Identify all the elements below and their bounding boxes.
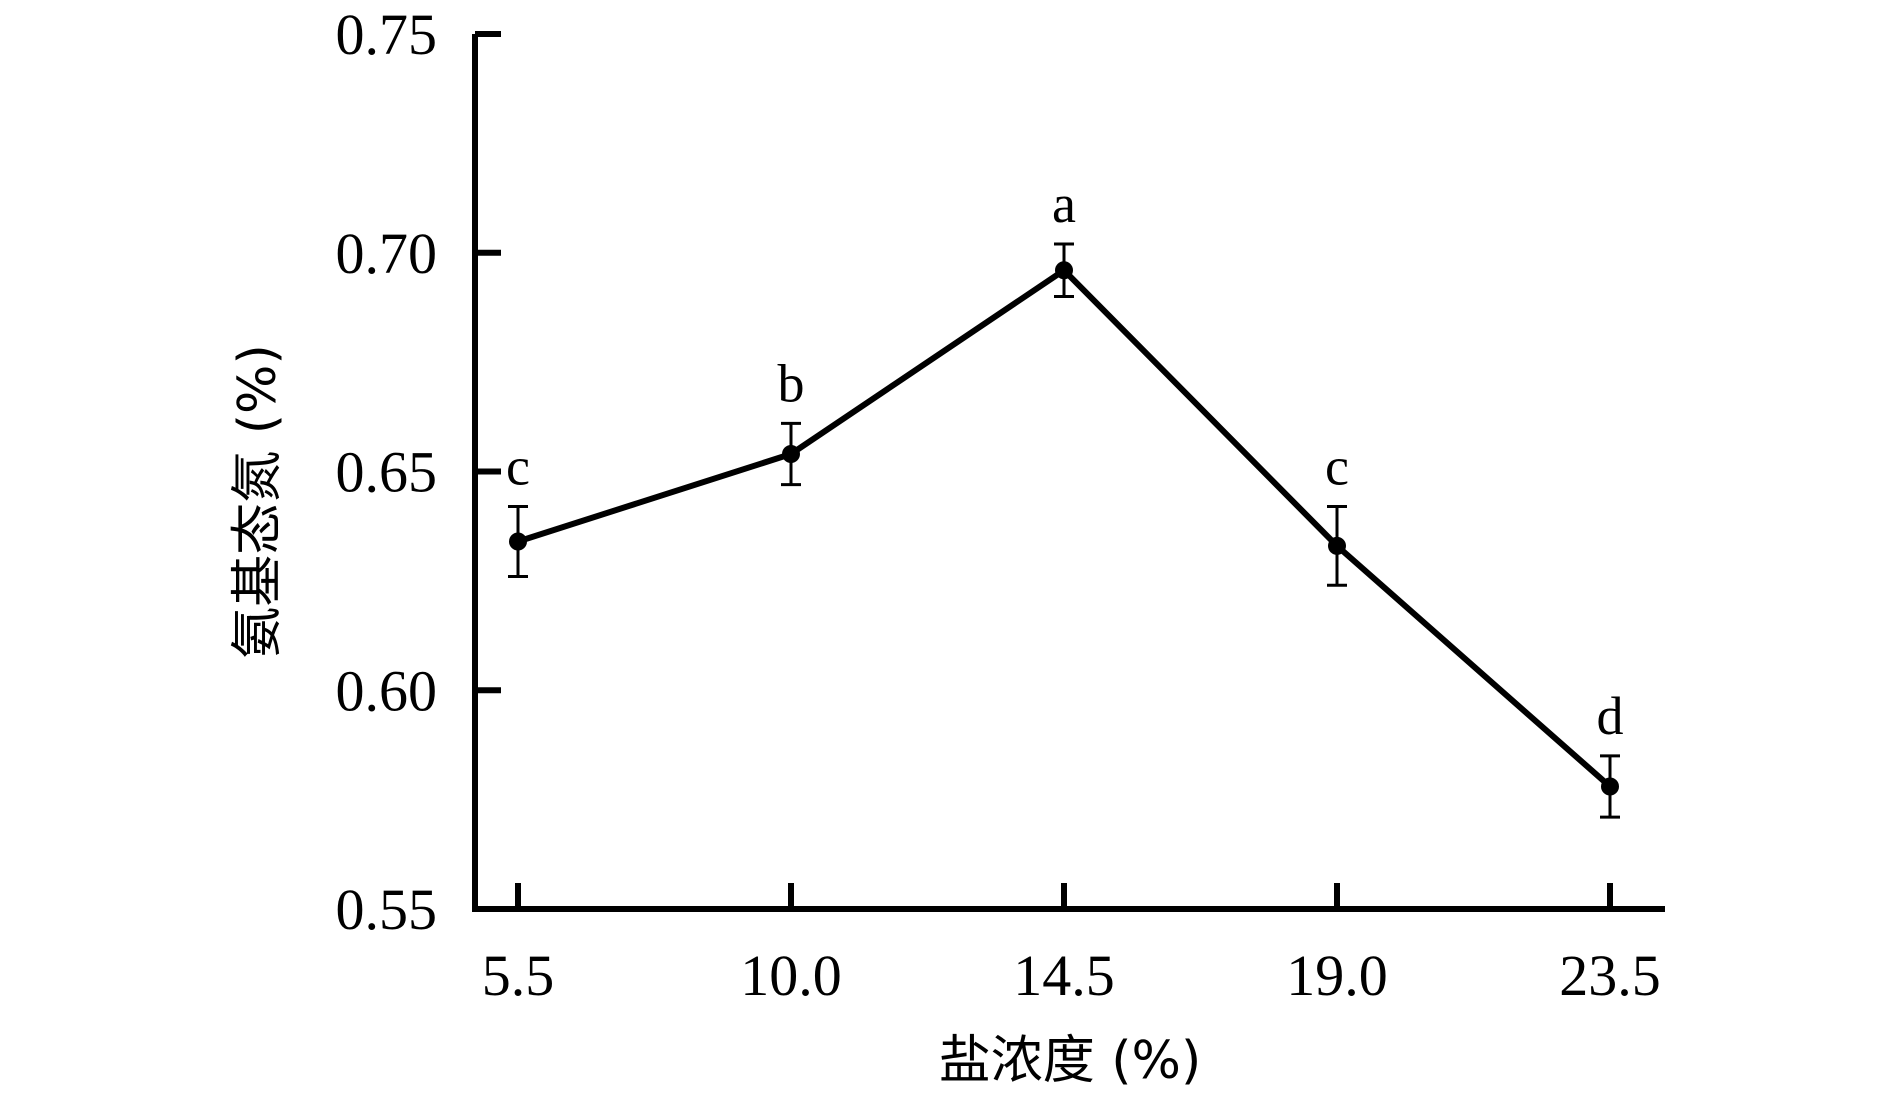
x-axis-ticks: 5.5 10.0 14.5 19.0 23.5: [482, 883, 1661, 1008]
data-marks: c b a c d: [506, 174, 1624, 819]
x-tick-label: 19.0: [1286, 943, 1388, 1008]
data-point: [1055, 261, 1073, 280]
significance-label: a: [1052, 174, 1076, 234]
x-tick-label: 5.5: [482, 943, 555, 1008]
data-point: [782, 445, 800, 463]
data-point: [1328, 536, 1346, 555]
x-tick-label: 10.0: [740, 943, 842, 1008]
y-tick-label: 0.60: [336, 658, 438, 723]
y-tick-label: 0.70: [336, 221, 438, 286]
y-tick-label: 0.65: [336, 440, 438, 505]
series-line: [517, 267, 1612, 789]
significance-label: d: [1597, 686, 1624, 746]
data-point: [509, 532, 527, 551]
significance-label: c: [1325, 437, 1349, 497]
x-axis-title: 盐浓度 (%): [939, 1031, 1202, 1091]
significance-label: b: [778, 353, 805, 413]
y-axis-ticks: 0.55 0.60 0.65 0.70 0.75: [336, 2, 501, 942]
significance-label: c: [506, 437, 530, 497]
data-point: [1601, 777, 1619, 796]
y-axis-title: 氨基态氮 (%): [228, 344, 288, 659]
y-tick-label: 0.75: [336, 2, 438, 67]
x-tick-label: 23.5: [1559, 943, 1661, 1008]
x-tick-label: 14.5: [1013, 943, 1115, 1008]
axes: [472, 34, 1665, 912]
y-tick-label: 0.55: [336, 877, 438, 942]
